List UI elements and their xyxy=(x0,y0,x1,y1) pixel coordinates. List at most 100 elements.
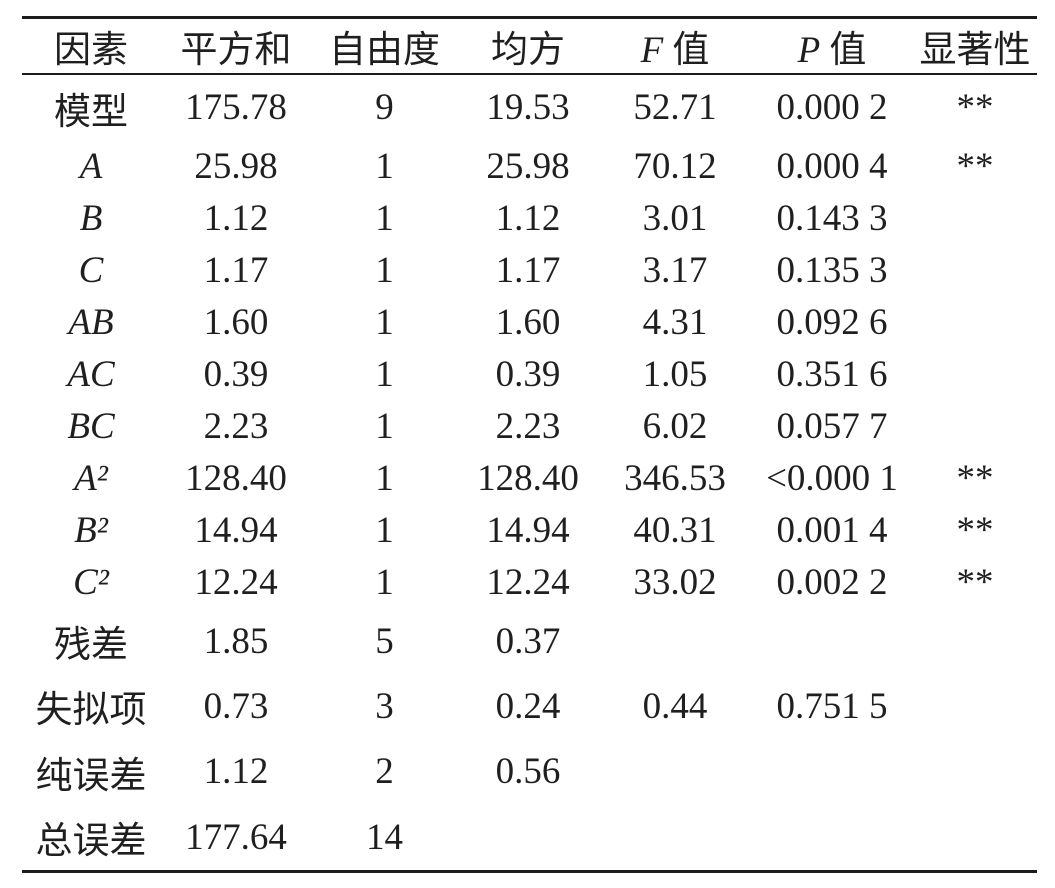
table-row: C 1.17 1 1.17 3.17 0.135 3 xyxy=(22,244,1037,296)
table-row: 纯误差 1.12 2 0.56 xyxy=(22,739,1037,804)
value-cell: 0.001 4 xyxy=(776,509,888,551)
significance-cell xyxy=(913,348,1037,400)
value-cell: 2 xyxy=(375,751,394,793)
value-cell: 4.31 xyxy=(642,301,708,343)
value-cell xyxy=(751,739,913,804)
value-cell: 1 xyxy=(375,197,394,239)
column-header: 平方和 xyxy=(180,30,292,71)
value-cell: 70.12 xyxy=(633,145,717,187)
value-cell: 0.000 4 xyxy=(776,145,888,187)
value-cell: 1.12 xyxy=(495,197,561,239)
value-cell: 2.23 xyxy=(495,405,561,447)
factor-cell: 总误差 xyxy=(35,821,147,863)
value-cell: 12.24 xyxy=(194,561,278,603)
value-cell: 1.85 xyxy=(203,620,269,662)
table-row: B² 14.94 1 14.94 40.31 0.001 4 ** xyxy=(22,504,1037,556)
value-cell: 0.44 xyxy=(642,685,708,727)
value-cell: 0.24 xyxy=(495,685,561,727)
value-cell: 175.78 xyxy=(185,87,287,129)
value-cell: 1.17 xyxy=(495,249,561,291)
value-cell: 1 xyxy=(375,301,394,343)
factor-cell: AB xyxy=(68,301,114,343)
value-cell: 0.143 3 xyxy=(776,197,888,239)
significance-cell xyxy=(913,244,1037,296)
value-cell: 25.98 xyxy=(486,145,570,187)
factor-cell: C xyxy=(78,249,104,291)
significance-cell xyxy=(913,739,1037,804)
factor-cell: 模型 xyxy=(54,91,128,133)
value-cell: 0.002 2 xyxy=(776,561,888,603)
value-cell: 1 xyxy=(375,405,394,447)
value-cell: 1.05 xyxy=(642,353,708,395)
significance-cell xyxy=(913,296,1037,348)
table-row: A 25.98 1 25.98 70.12 0.000 4 ** xyxy=(22,141,1037,193)
significance-cell xyxy=(913,674,1037,739)
value-cell: 3.01 xyxy=(642,197,708,239)
value-cell: 0.39 xyxy=(495,353,561,395)
column-header: F 值 xyxy=(640,30,710,71)
value-cell: 2.23 xyxy=(203,405,269,447)
factor-cell: 纯误差 xyxy=(35,755,147,797)
column-header: 自由度 xyxy=(329,30,440,71)
column-header: 均方 xyxy=(491,30,565,71)
value-cell: 6.02 xyxy=(642,405,708,447)
value-cell: 1 xyxy=(375,353,394,395)
value-cell: 177.64 xyxy=(185,816,287,858)
table-body: 模型 175.78 9 19.53 52.71 0.000 2 ** A 25.98 1 25.98… xyxy=(22,74,1037,872)
value-cell xyxy=(751,608,913,673)
significance-cell: ** xyxy=(956,145,994,187)
factor-cell: C² xyxy=(73,561,109,603)
table-row: C² 12.24 1 12.24 33.02 0.002 2 ** xyxy=(22,556,1037,608)
table-row: AC 0.39 1 0.39 1.05 0.351 6 xyxy=(22,348,1037,400)
value-cell xyxy=(457,804,599,871)
value-cell: 3 xyxy=(375,685,394,727)
factor-cell: AC xyxy=(67,353,115,395)
value-cell: <0.000 1 xyxy=(766,457,898,499)
value-cell: 0.751 5 xyxy=(776,685,888,727)
value-cell: 40.31 xyxy=(633,509,717,551)
factor-cell: A xyxy=(79,145,103,187)
value-cell: 0.56 xyxy=(495,751,561,793)
anova-table: 因素 平方和 自由度 均方 F 值 P 值 显著性 模型 175.78 9 19.53 52.71 0… xyxy=(22,16,1037,873)
factor-cell: 残差 xyxy=(54,625,128,666)
value-cell: 14 xyxy=(366,816,403,858)
table-row: 残差 1.85 5 0.37 xyxy=(22,608,1037,673)
table-row: AB 1.60 1 1.60 4.31 0.092 6 xyxy=(22,296,1037,348)
value-cell: 1.17 xyxy=(203,249,269,291)
value-cell xyxy=(751,804,913,871)
table-row: 失拟项 0.73 3 0.24 0.44 0.751 5 xyxy=(22,674,1037,739)
factor-cell: BC xyxy=(67,405,115,447)
value-cell: 1 xyxy=(375,145,394,187)
value-cell: 25.98 xyxy=(194,145,278,187)
value-cell xyxy=(599,608,751,673)
value-cell: 346.53 xyxy=(624,457,726,499)
value-cell: 52.71 xyxy=(633,87,717,129)
significance-cell xyxy=(913,804,1037,871)
significance-cell xyxy=(913,608,1037,673)
value-cell: 1.60 xyxy=(203,301,269,343)
table-row: BC 2.23 1 2.23 6.02 0.057 7 xyxy=(22,400,1037,452)
table-row: 总误差 177.64 14 xyxy=(22,804,1037,871)
value-cell: 3.17 xyxy=(642,249,708,291)
value-cell: 5 xyxy=(375,620,394,662)
value-cell: 14.94 xyxy=(194,509,278,551)
factor-cell: 失拟项 xyxy=(35,690,147,732)
value-cell: 0.135 3 xyxy=(776,249,888,291)
value-cell: 1.60 xyxy=(495,301,561,343)
value-cell: 0.092 6 xyxy=(776,301,888,343)
table-row: A² 128.40 1 128.40 346.53 <0.000 1 ** xyxy=(22,452,1037,504)
table-row: B 1.12 1 1.12 3.01 0.143 3 xyxy=(22,192,1037,244)
significance-cell xyxy=(913,400,1037,452)
value-cell: 0.39 xyxy=(203,353,269,395)
table-row: 模型 175.78 9 19.53 52.71 0.000 2 ** xyxy=(22,74,1037,141)
value-cell: 33.02 xyxy=(633,561,717,603)
significance-cell: ** xyxy=(956,509,994,551)
value-cell xyxy=(599,804,751,871)
value-cell: 14.94 xyxy=(486,509,570,551)
value-cell: 12.24 xyxy=(486,561,570,603)
value-cell: 19.53 xyxy=(486,87,570,129)
significance-cell: ** xyxy=(956,457,994,499)
value-cell: 0.000 2 xyxy=(776,87,888,129)
value-cell: 1 xyxy=(375,457,394,499)
